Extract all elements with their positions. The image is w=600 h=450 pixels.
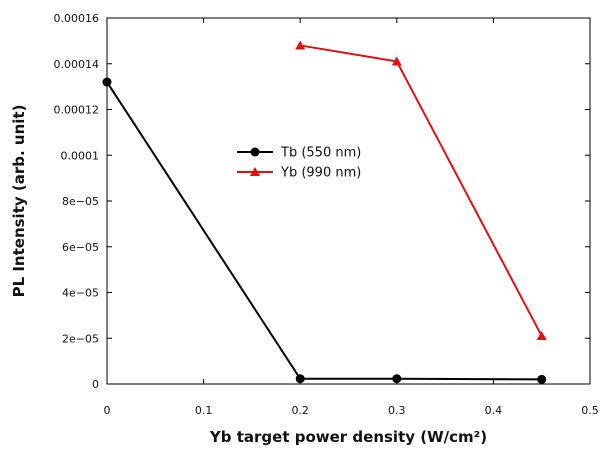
legend-marker <box>250 167 260 176</box>
y-tick-label: 0 <box>92 378 99 391</box>
series-line <box>300 44 543 337</box>
y-tick-label: 6e−05 <box>62 241 99 254</box>
series-tb <box>102 77 547 384</box>
x-tick-label: 0.5 <box>581 404 599 417</box>
x-tick-label: 0.2 <box>291 404 309 417</box>
data-point <box>295 374 305 384</box>
plot-frame <box>106 17 591 385</box>
data-point <box>295 40 306 50</box>
legend-item: Yb (990 nm) <box>237 166 361 181</box>
y-tick-label: 0.00014 <box>54 58 100 71</box>
y-tick-label: 0.0001 <box>61 149 100 162</box>
y-axis-label: PL Intensity (arb. unit) <box>10 105 28 298</box>
data-point <box>392 374 402 384</box>
series-line <box>106 81 542 381</box>
y-tick-label: 0.00012 <box>54 104 100 117</box>
ticks-layer: 0 0.1 0.2 0.3 0.4 0.5 0 2e−05 4e−05 6e−05 8e−05 0.0… <box>54 12 599 417</box>
data-point <box>537 374 547 384</box>
x-tick-label: 0.1 <box>195 404 213 417</box>
legend-marker <box>250 147 260 157</box>
data-point <box>391 56 402 66</box>
legend: Tb (550 nm) Yb (990 nm) <box>237 146 361 181</box>
x-axis-label: Yb target power density (W/cm²) <box>209 428 487 446</box>
legend-item: Tb (550 nm) <box>237 146 361 161</box>
series-yb <box>295 40 547 340</box>
legend-label: Tb (550 nm) <box>280 146 361 161</box>
x-tick-label: 0.4 <box>485 404 503 417</box>
y-tick-label: 4e−05 <box>62 287 99 300</box>
x-tick-label: 0.3 <box>388 404 406 417</box>
legend-label: Yb (990 nm) <box>280 166 361 181</box>
data-point <box>536 330 547 340</box>
y-tick-label: 2e−05 <box>62 332 99 345</box>
series-layer <box>102 40 547 384</box>
x-tick-label: 0 <box>104 404 111 417</box>
y-tick-label: 0.00016 <box>54 12 100 25</box>
y-tick-label: 8e−05 <box>62 195 99 208</box>
